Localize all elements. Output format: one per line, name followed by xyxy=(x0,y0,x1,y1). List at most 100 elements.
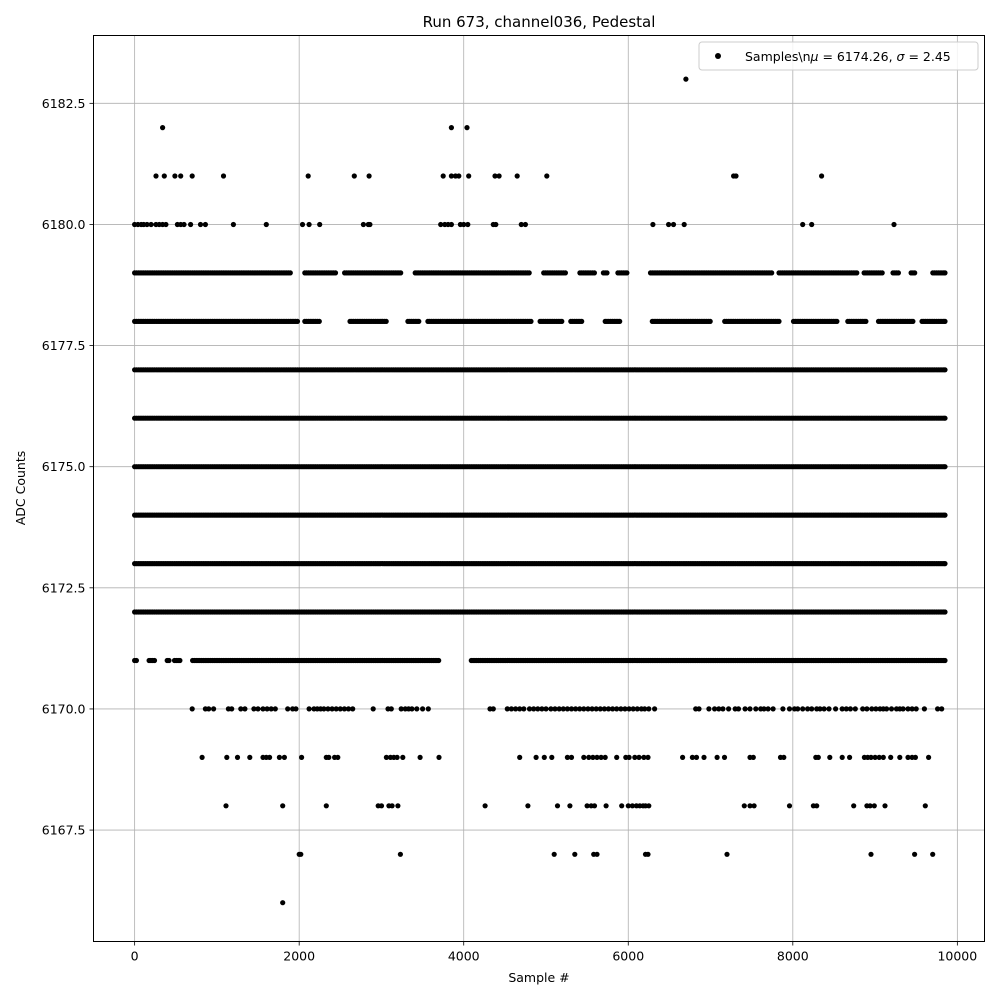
data-point xyxy=(548,706,554,712)
data-point xyxy=(224,754,230,761)
data-point xyxy=(942,318,948,324)
data-point xyxy=(329,706,335,712)
data-point xyxy=(868,754,874,761)
data-point xyxy=(942,464,948,470)
data-point xyxy=(285,706,291,712)
data-point xyxy=(317,221,323,228)
data-point xyxy=(370,706,376,712)
data-point xyxy=(851,803,857,809)
data-point xyxy=(814,803,820,809)
data-point xyxy=(395,803,401,809)
data-point xyxy=(926,754,932,761)
data-point xyxy=(394,754,400,761)
data-point xyxy=(508,706,514,712)
data-point xyxy=(448,173,454,179)
data-point xyxy=(689,754,696,761)
data-point xyxy=(594,754,600,761)
data-point xyxy=(465,221,471,228)
data-point xyxy=(882,803,888,809)
data-point xyxy=(827,754,833,761)
data-point xyxy=(526,270,532,276)
data-point xyxy=(714,754,720,761)
data-point xyxy=(895,270,902,276)
data-point xyxy=(598,754,604,761)
data-point xyxy=(280,900,286,906)
data-point xyxy=(897,754,903,761)
data-point xyxy=(144,221,150,228)
data-point xyxy=(294,318,301,324)
data-point xyxy=(805,706,811,712)
data-point xyxy=(634,706,640,712)
data-point xyxy=(809,221,815,228)
y-tick-label: 6177.5 xyxy=(42,338,86,353)
data-point xyxy=(560,706,566,712)
data-point xyxy=(847,706,854,712)
data-point xyxy=(860,706,866,712)
data-point xyxy=(683,76,689,82)
data-point xyxy=(645,754,651,761)
data-point xyxy=(625,803,631,809)
data-point xyxy=(567,803,573,809)
data-point xyxy=(646,803,652,809)
data-point xyxy=(724,851,730,857)
data-point xyxy=(632,754,638,761)
x-axis-label: Sample # xyxy=(508,970,569,985)
data-point xyxy=(267,754,273,761)
data-point xyxy=(260,706,266,712)
data-point xyxy=(781,754,787,761)
data-point xyxy=(942,561,948,567)
data-point xyxy=(326,754,332,761)
data-point xyxy=(420,706,426,712)
data-point xyxy=(552,706,558,712)
y-axis-ticks: 6167.5 6170.0 6172.5 6175.0 6177.5 6180.0 6182… xyxy=(42,96,94,838)
data-point xyxy=(513,706,519,712)
data-point xyxy=(572,851,578,857)
data-point xyxy=(325,706,331,712)
data-point xyxy=(876,754,882,761)
data-point xyxy=(786,706,793,712)
data-point xyxy=(935,706,941,712)
data-point xyxy=(589,706,595,712)
legend-box xyxy=(698,41,979,71)
data-point xyxy=(593,706,599,712)
data-point xyxy=(425,706,431,712)
data-point xyxy=(161,173,167,179)
data-point xyxy=(306,706,312,712)
data-point xyxy=(646,706,652,712)
data-point xyxy=(626,754,632,761)
data-point xyxy=(518,221,524,228)
data-point xyxy=(398,270,404,276)
data-point xyxy=(177,657,183,664)
data-point xyxy=(597,706,603,712)
data-point xyxy=(817,706,823,712)
data-point xyxy=(629,803,636,809)
data-point xyxy=(913,706,919,712)
data-point xyxy=(333,706,339,712)
data-point xyxy=(602,754,608,761)
data-point xyxy=(321,706,327,712)
data-point xyxy=(466,173,472,179)
data-point xyxy=(242,706,248,712)
data-point xyxy=(544,173,550,179)
data-point xyxy=(360,221,366,228)
data-point xyxy=(299,754,305,761)
data-point xyxy=(681,221,687,228)
data-point xyxy=(942,609,948,615)
data-point xyxy=(795,706,801,712)
data-point xyxy=(873,706,879,712)
data-point xyxy=(166,657,172,664)
data-point xyxy=(414,706,420,712)
data-point xyxy=(448,125,454,131)
data-point xyxy=(160,125,166,131)
data-point xyxy=(652,706,658,712)
legend-marker xyxy=(715,53,721,59)
chart-title: Run 673, channel036, Pedestal xyxy=(423,13,656,31)
data-point xyxy=(573,706,579,712)
data-point xyxy=(276,754,282,761)
data-point xyxy=(741,803,747,809)
data-point xyxy=(591,270,598,276)
data-point xyxy=(562,270,569,276)
data-point xyxy=(531,706,537,712)
data-point xyxy=(696,706,702,712)
data-point xyxy=(747,706,753,712)
